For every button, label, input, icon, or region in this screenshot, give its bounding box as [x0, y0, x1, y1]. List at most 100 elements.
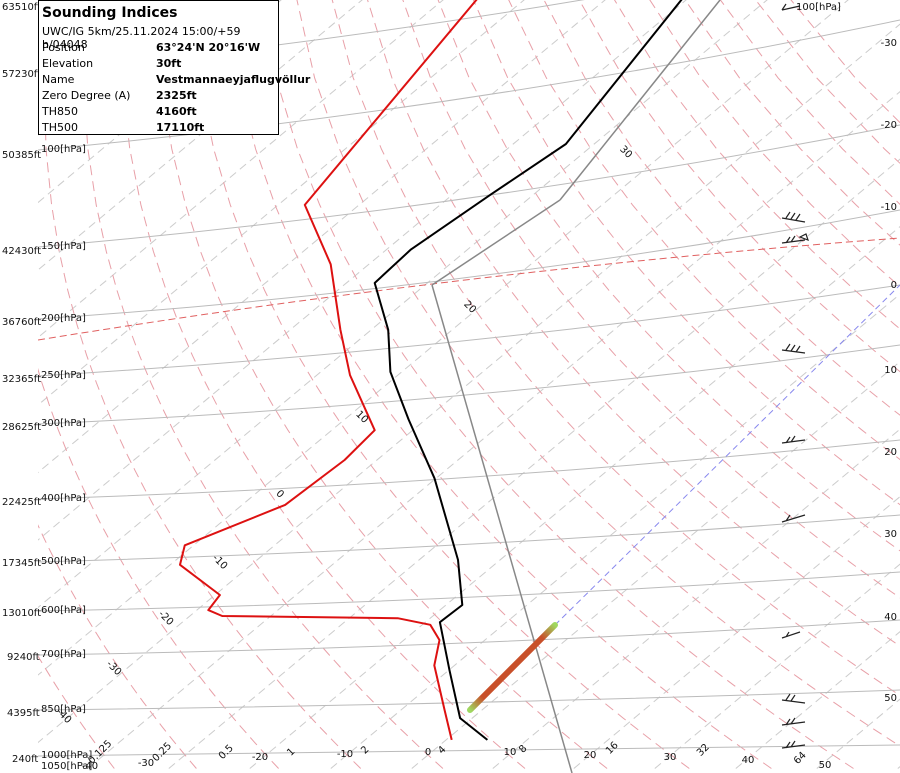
isobar [38, 571, 900, 612]
bottom-label: 20 [584, 750, 597, 761]
bottom-label: 32 [695, 742, 712, 759]
isotherm [330, 293, 900, 769]
right-label: -30 [881, 38, 897, 49]
reference-line [554, 284, 900, 626]
right-label: 30 [884, 529, 897, 540]
isotherm [38, 0, 606, 474]
right-label: -20 [881, 120, 897, 131]
pressure-label: 300[hPa] [41, 418, 86, 429]
pressure-label: 1000[hPa] [41, 750, 92, 761]
isobar [38, 209, 900, 320]
isotherm [735, 631, 900, 769]
pressure-labels: 100[hPa] 150[hPa] 200[hPa] 250[hPa] 300[… [41, 2, 841, 772]
info-value: 4160ft [156, 105, 197, 118]
altitude-label: 36760ft [2, 317, 41, 328]
altitude-label: 57230ft [2, 69, 41, 80]
dry-adiabat [437, 0, 900, 552]
altitude-label: 22425ft [2, 497, 41, 508]
info-label: Elevation [42, 57, 94, 70]
pressure-label: 1050[hPa] [41, 761, 92, 772]
isobar [38, 284, 900, 377]
bottom-label: 16 [604, 740, 621, 757]
pressure-label: 500[hPa] [41, 556, 86, 567]
altitude-label: 17345ft [2, 558, 41, 569]
info-value: Vestmannaeyjaflugvöllur [156, 73, 311, 86]
wind-barb [781, 343, 806, 354]
bottom-label: -10 [337, 749, 353, 760]
wind-barb [781, 233, 809, 244]
info-value: 17110ft [156, 121, 205, 134]
pressure-label: 250[hPa] [41, 370, 86, 381]
isotherm [38, 0, 849, 676]
bottom-label: 4 [436, 744, 448, 756]
altitude-label: 63510ft [2, 2, 41, 13]
dry-adiabat [225, 0, 772, 769]
diagonal-label: 20 [461, 299, 478, 316]
wind-barb [781, 631, 801, 639]
dry-adiabat [755, 0, 900, 164]
isobar [38, 689, 900, 711]
isotherm [87, 91, 900, 769]
altitude-label: 50385ft [2, 150, 41, 161]
dry-adiabat [649, 0, 900, 288]
isotherm [38, 0, 444, 339]
pressure-label: 700[hPa] [41, 649, 86, 660]
dry-adiabat [331, 0, 900, 697]
wind-barb [781, 514, 806, 523]
bottom-label: 1 [285, 746, 297, 758]
wind-barb [781, 3, 801, 11]
pressure-label: 150[hPa] [41, 241, 86, 252]
dry-adiabat [296, 0, 900, 747]
dry-adiabat [719, 0, 900, 206]
isotherm [38, 0, 687, 541]
adiabat-line [431, 284, 573, 773]
info-label: TH850 [42, 105, 78, 118]
wind-barb [781, 740, 806, 749]
diagonal-label: 0 [274, 488, 286, 500]
info-label: TH500 [42, 121, 78, 134]
altitude-label: 13010ft [2, 608, 41, 619]
wind-barb [781, 211, 806, 223]
isobar [38, 124, 900, 248]
info-label: Name [42, 73, 75, 86]
right-label: 10 [884, 365, 897, 376]
pressure-label: 100[hPa] [41, 144, 86, 155]
dry-adiabat [543, 0, 900, 416]
dry-adiabat [82, 0, 444, 769]
isobar [38, 19, 900, 151]
pressure-label: 600[hPa] [41, 605, 86, 616]
wind-barb [781, 717, 806, 726]
isotherm [38, 23, 900, 744]
info-label: Zero Degree (A) [42, 89, 131, 102]
dry-adiabat [508, 0, 900, 461]
isobar [38, 439, 900, 500]
bottom-label: -20 [252, 752, 268, 763]
adiabat-line [559, 0, 721, 201]
pressure-label: 400[hPa] [41, 493, 86, 504]
wind-barb [781, 435, 806, 444]
dry-adiabat [578, 0, 900, 373]
dry-adiabat [613, 0, 900, 330]
altitude-label: 240ft [12, 754, 38, 765]
pressure-label: 200[hPa] [41, 313, 86, 324]
isotherm [411, 361, 900, 769]
info-label: Position [42, 41, 85, 54]
right-labels: -30 -20 -10 0 10 20 30 40 50 [881, 38, 897, 704]
isotherm [816, 698, 900, 769]
bottom-label: 10 [504, 747, 517, 758]
bottom-label: 8 [517, 743, 529, 755]
temperature-profile [373, 0, 683, 741]
dry-adiabat [120, 0, 526, 769]
diagonal-label: -30 [104, 659, 123, 678]
isobar [38, 619, 900, 656]
bottom-label: 30 [664, 752, 677, 763]
altitude-label: 28625ft [2, 422, 41, 433]
dry-adiabat [261, 0, 854, 769]
bottom-label: 2 [359, 744, 371, 756]
altitude-label: 4395ft [7, 708, 40, 719]
bottom-label: 40 [742, 755, 755, 766]
bottom-label: -30 [138, 758, 154, 769]
